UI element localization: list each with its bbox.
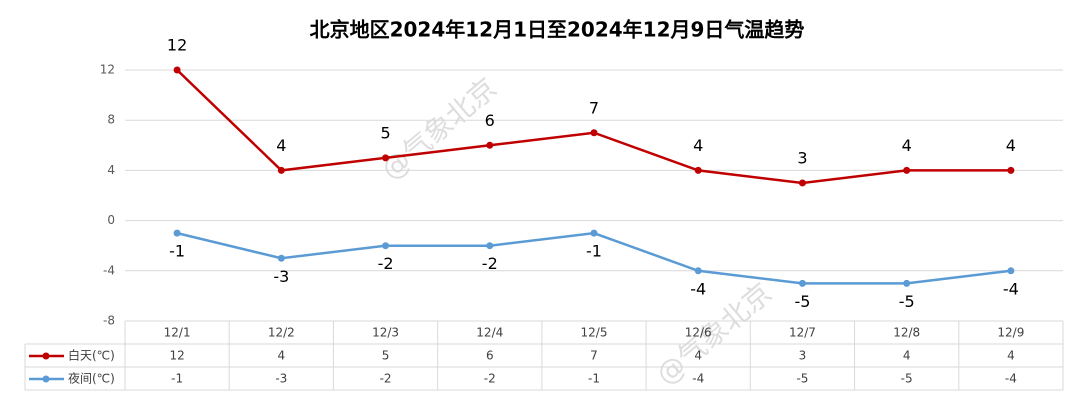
data-label: 4 xyxy=(902,136,912,155)
x-tick-label: 12/9 xyxy=(997,326,1024,340)
x-tick-label: 12/3 xyxy=(372,326,399,340)
data-label: 4 xyxy=(276,136,286,155)
y-tick-label: -8 xyxy=(103,314,115,328)
table-cell: -4 xyxy=(1005,372,1017,386)
point xyxy=(590,129,598,137)
point xyxy=(694,166,702,174)
chart-title: 北京地区2024年12月1日至2024年12月9日气温趋势 xyxy=(310,18,805,42)
y-tick-label: -4 xyxy=(103,263,115,277)
point xyxy=(903,166,911,174)
point xyxy=(798,179,806,187)
table-cell: -5 xyxy=(796,372,808,386)
legend-label: 夜间(℃) xyxy=(68,371,115,386)
data-label: 4 xyxy=(693,136,703,155)
x-tick-label: 12/1 xyxy=(164,326,191,340)
point xyxy=(590,229,598,237)
legend-marker xyxy=(42,352,50,360)
table-cell: 3 xyxy=(799,349,807,363)
data-label: -3 xyxy=(273,267,289,286)
legend-marker xyxy=(42,375,50,383)
point xyxy=(798,279,806,287)
data-label: -4 xyxy=(690,279,706,298)
data-label: -5 xyxy=(794,292,810,311)
table-cell: -3 xyxy=(275,372,287,386)
point xyxy=(382,154,390,162)
data-label: -1 xyxy=(586,242,602,261)
watermark: @气象北京 xyxy=(650,276,778,391)
point xyxy=(903,279,911,287)
legend-label: 白天(℃) xyxy=(68,348,115,363)
x-tick-label: 12/7 xyxy=(789,326,816,340)
table-cell: 4 xyxy=(278,349,286,363)
point xyxy=(277,254,285,262)
point xyxy=(173,229,181,237)
data-label: -2 xyxy=(378,254,394,273)
table-cell: -1 xyxy=(588,372,600,386)
table-cell: 12 xyxy=(169,349,184,363)
point xyxy=(1007,267,1015,275)
point xyxy=(382,242,390,250)
point xyxy=(486,242,494,250)
data-label: -4 xyxy=(1003,279,1019,298)
point xyxy=(277,166,285,174)
table-cell: -5 xyxy=(901,372,913,386)
point xyxy=(694,267,702,275)
x-tick-label: 12/6 xyxy=(685,326,712,340)
data-label: -2 xyxy=(482,254,498,273)
data-label: -1 xyxy=(169,242,185,261)
table-cell: 4 xyxy=(1007,349,1015,363)
data-label: 12 xyxy=(167,36,187,55)
table-cell: 5 xyxy=(382,349,390,363)
data-label: 7 xyxy=(589,98,599,117)
table-cell: -2 xyxy=(484,372,496,386)
table-cell: 4 xyxy=(694,349,702,363)
point xyxy=(486,141,494,149)
x-tick-label: 12/8 xyxy=(893,326,920,340)
y-tick-label: 4 xyxy=(107,163,115,177)
x-tick-label: 12/5 xyxy=(581,326,608,340)
table-cell: 6 xyxy=(486,349,494,363)
table-cell: 4 xyxy=(903,349,911,363)
data-label: -5 xyxy=(899,292,915,311)
x-tick-label: 12/2 xyxy=(268,326,295,340)
x-tick-label: 12/4 xyxy=(476,326,503,340)
y-tick-label: 0 xyxy=(107,213,115,227)
data-label: 3 xyxy=(797,148,807,167)
point xyxy=(173,66,181,74)
table-cell: -1 xyxy=(171,372,183,386)
y-tick-label: 8 xyxy=(107,113,115,127)
y-tick-label: 12 xyxy=(100,63,115,77)
point xyxy=(1007,166,1015,174)
data-label: 5 xyxy=(380,123,390,142)
data-label: 4 xyxy=(1006,136,1016,155)
data-label: 6 xyxy=(485,111,495,130)
table-cell: 7 xyxy=(590,349,598,363)
table-cell: -2 xyxy=(380,372,392,386)
table-cell: -4 xyxy=(692,372,704,386)
series-line xyxy=(176,69,1011,185)
